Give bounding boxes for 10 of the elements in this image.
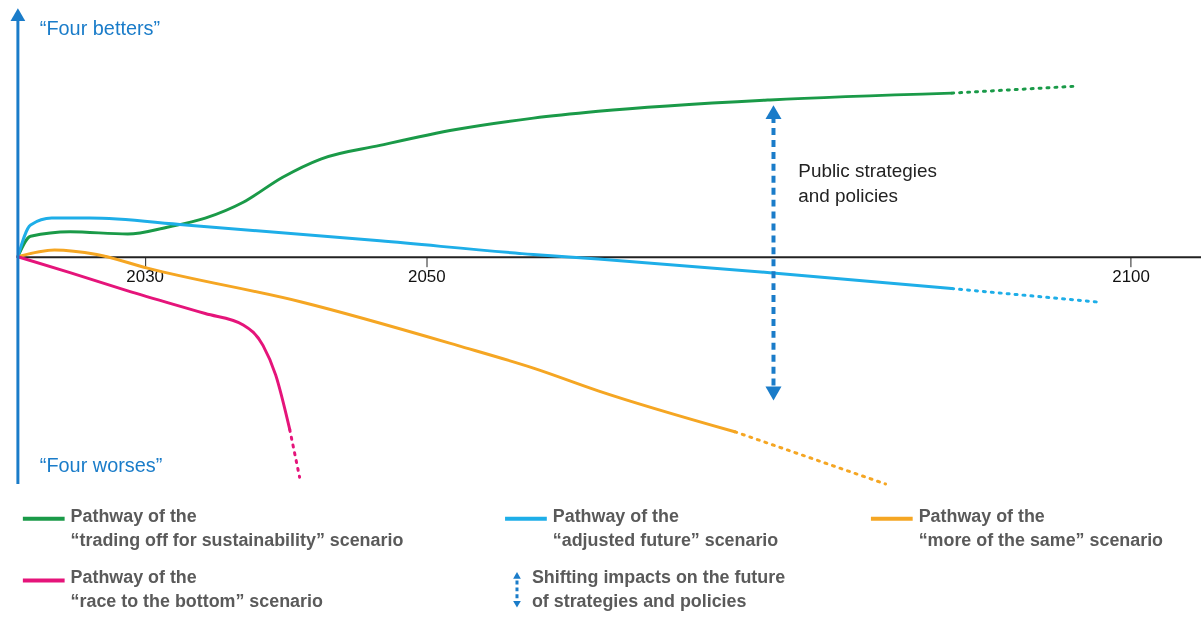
annotation: Public strategies and policies [798, 159, 937, 206]
legend-label: Pathway of the “trading off for sustainability” scenario [70, 505, 404, 550]
x-tick-label: 2050 [408, 267, 446, 287]
text: Shifting impacts on the future of strategies and policies [531, 567, 786, 612]
legend-label: Pathway of the “adjusted future” scenario [552, 505, 779, 550]
x-tick-label: 2100 [1112, 267, 1150, 287]
annotation: “Four worses” [39, 454, 163, 477]
legend-label: Pathway of the “more of the same” scenario [918, 505, 1164, 550]
legend-label: Pathway of the “race to the bottom” scenario [70, 567, 323, 612]
text: “Four betters” [39, 16, 161, 39]
